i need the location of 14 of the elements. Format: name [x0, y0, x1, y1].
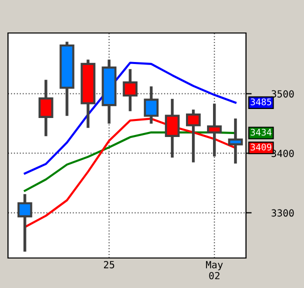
y-tick-label: 3400: [272, 150, 294, 158]
line-series: [24, 62, 237, 175]
data-label: 3485: [250, 98, 272, 106]
candlestick: [17, 194, 32, 252]
y-tick-label: 3300: [272, 209, 294, 217]
data-label: 3409: [250, 144, 272, 151]
x-tick-label: 25: [104, 261, 114, 268]
candlestick: [38, 80, 54, 136]
y-tick-label: 3500: [272, 90, 294, 98]
x-tick-label: May 02: [206, 261, 223, 280]
candlestick: [144, 86, 159, 124]
data-label: 3434: [250, 128, 272, 136]
candlestick: [122, 69, 138, 112]
candlestick: [228, 118, 243, 164]
